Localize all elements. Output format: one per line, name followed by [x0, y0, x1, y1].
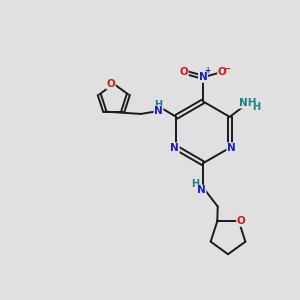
Text: NH: NH — [239, 98, 256, 108]
Text: N: N — [154, 106, 163, 116]
Text: −: − — [224, 63, 232, 74]
Text: O: O — [237, 216, 245, 226]
Text: O: O — [106, 79, 115, 89]
Text: H: H — [191, 179, 199, 189]
Text: N: N — [197, 185, 206, 195]
Text: O: O — [179, 67, 188, 77]
Text: H: H — [154, 100, 163, 110]
Text: H: H — [252, 103, 260, 112]
Text: N: N — [170, 143, 179, 153]
Text: O: O — [218, 67, 226, 77]
Text: N: N — [227, 143, 236, 153]
Text: N: N — [199, 72, 207, 82]
Text: +: + — [204, 66, 210, 75]
